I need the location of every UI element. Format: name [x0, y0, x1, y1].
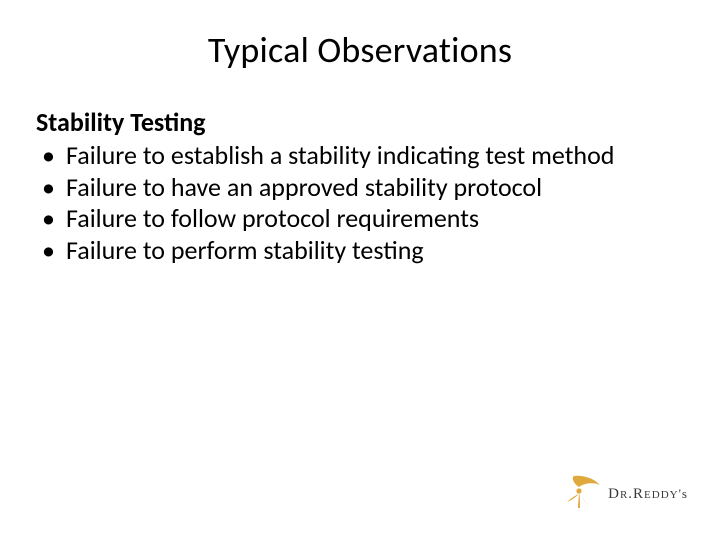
list-item: Failure to perform stability testing [36, 235, 684, 266]
person-leaf-icon [564, 475, 602, 514]
brand-text-reddy: Reddy [633, 486, 679, 502]
list-item: Failure to follow protocol requirements [36, 203, 684, 234]
slide-title: Typical Observations [36, 28, 684, 72]
list-item: Failure to establish a stability indicat… [36, 140, 684, 171]
slide: Typical Observations Stability Testing F… [0, 0, 720, 540]
section-subheading: Stability Testing [36, 106, 684, 138]
brand-logo: Dr.Reddy's [564, 475, 688, 514]
brand-text-dr: Dr. [608, 486, 633, 502]
brand-text: Dr.Reddy's [608, 486, 688, 503]
bullet-list: Failure to establish a stability indicat… [36, 140, 684, 266]
brand-text-apostrophe: 's [679, 486, 688, 501]
list-item: Failure to have an approved stability pr… [36, 172, 684, 203]
